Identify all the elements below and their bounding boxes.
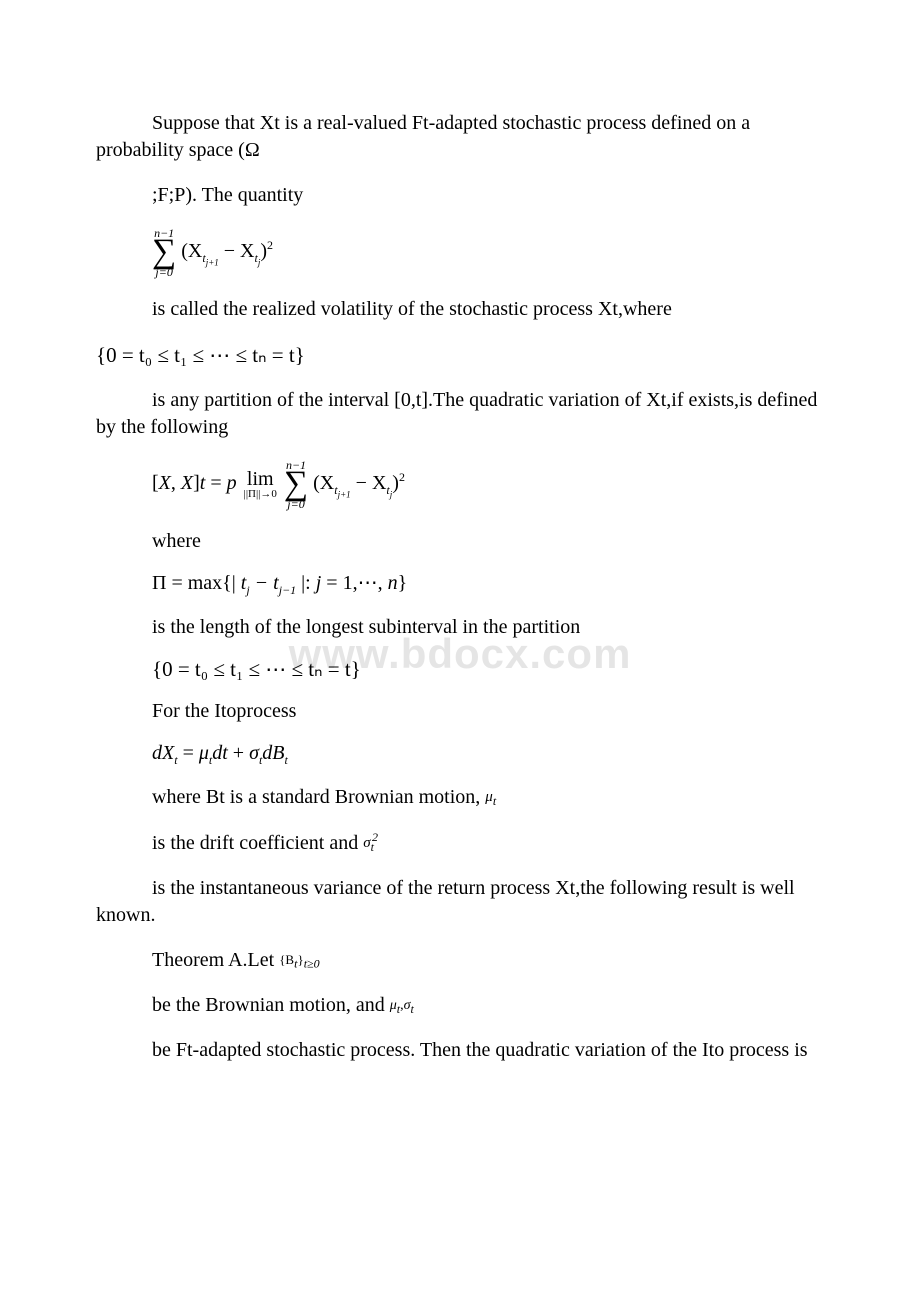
summation-2: n−1 ∑ j=0: [284, 459, 308, 510]
f3-mid: − t: [250, 572, 279, 594]
paragraph-12: be the Brownian motion, and μt,σt: [96, 992, 824, 1019]
paragraph-13: be Ft-adapted stochastic process. Then t…: [96, 1037, 824, 1064]
sum-lower: j=0: [155, 266, 172, 278]
p12-sigma: σ: [404, 998, 411, 1013]
p11-text: Theorem A.Let: [152, 949, 279, 971]
paragraph-9: is the drift coefficient and σt2: [96, 829, 824, 857]
formula-2: [X, X]t = p lim ||Π||→0 n−1 ∑ j=0 (Xtj+1…: [152, 459, 824, 510]
f4-mu: μ: [199, 742, 209, 764]
p9-sup: 2: [372, 830, 378, 844]
omega-symbol: Ω: [245, 139, 260, 161]
f1-exp: 2: [267, 238, 273, 252]
f2-mid: − X: [351, 472, 387, 494]
f4-dB: dB: [262, 742, 284, 764]
paragraph-10: is the instantaneous variance of the ret…: [96, 875, 824, 929]
p8-mu: μ: [485, 789, 493, 805]
f4-t4: t: [285, 753, 288, 767]
formula-4: dXt = μtdt + σtdBt: [152, 743, 824, 766]
paragraph-7: For the Itoprocess: [96, 698, 824, 725]
paragraph-5: where: [96, 528, 824, 555]
sigma-symbol: ∑: [152, 237, 176, 268]
f1-open: (X: [181, 240, 202, 262]
partition-set-2: {0 = t₀ ≤ t₁ ≤ ⋯ ≤ tₙ = t}: [152, 659, 824, 680]
f3-part: Π = max{| t: [152, 572, 246, 594]
formula-3: Π = max{| tj − tj−1 |: j = 1,⋯, n}: [152, 573, 824, 596]
p9-sigma: σ: [363, 835, 370, 851]
sigma-sq-inline: σt2: [363, 835, 378, 851]
f1-sub1: tj+1: [202, 251, 218, 265]
p12-sigmasub: t: [411, 1001, 414, 1015]
limit: lim ||Π||→0: [244, 469, 277, 500]
formula-1: n−1 ∑ j=0 (Xtj+1 − Xtj)2: [152, 227, 824, 278]
paragraph-8: where Bt is a standard Brownian motion, …: [96, 784, 824, 811]
f4-dt: dt: [212, 742, 228, 764]
paragraph-3: is called the realized volatility of the…: [96, 296, 824, 323]
partition-set-1: {0 = t₀ ≤ t₁ ≤ ⋯ ≤ tₙ = t}: [96, 341, 824, 369]
f2-lhs: [X, X]t = p: [152, 472, 242, 494]
paragraph-2: ;F;P). The quantity: [96, 182, 824, 209]
p8-text: where Bt is a standard Brownian motion,: [152, 786, 485, 808]
p12-text: be the Brownian motion, and: [152, 994, 390, 1016]
p1-text: Suppose that Xt is a real-valued Ft-adap…: [96, 112, 750, 161]
p8-sub: t: [493, 794, 496, 808]
mu-sigma-inline: μt,σt: [390, 998, 414, 1013]
f2-sub1: tj+1: [334, 483, 350, 497]
p12-mu: μ: [390, 998, 397, 1013]
f2-close: ): [392, 472, 399, 494]
p11-sub2: t≥0: [304, 956, 320, 970]
mu-t-inline: μt: [485, 789, 496, 805]
document-content: Suppose that Xt is a real-valued Ft-adap…: [96, 110, 824, 1064]
bt-set-inline: {Bt}t≥0: [279, 952, 319, 967]
f1-sub1i: j+1: [206, 257, 219, 267]
lim-label: lim: [247, 469, 274, 489]
lim-sub: ||Π||→0: [244, 489, 277, 500]
paragraph-4: is any partition of the interval [0,t].T…: [96, 387, 824, 441]
paragraph-1: Suppose that Xt is a real-valued Ft-adap…: [96, 110, 824, 164]
sigma2-symbol: ∑: [284, 469, 308, 500]
f4-sigma: σ: [249, 742, 259, 764]
paragraph-6: is the length of the longest subinterval…: [96, 614, 824, 641]
sum2-lower: j=0: [287, 498, 304, 510]
p9-text: is the drift coefficient and: [152, 832, 363, 854]
f2-sub1i: j+1: [338, 489, 351, 499]
paragraph-11: Theorem A.Let {Bt}t≥0: [96, 947, 824, 974]
f2-exp: 2: [399, 470, 405, 484]
f4-eq: =: [178, 742, 199, 764]
f3-rhs: |: j = 1,⋯, n}: [296, 572, 407, 594]
f3-subj1: j−1: [279, 583, 296, 597]
summation-1: n−1 ∑ j=0: [152, 227, 176, 278]
f4-plus: +: [228, 742, 249, 764]
f4-dX: dX: [152, 742, 174, 764]
f1-mid: − X: [219, 240, 255, 262]
f2-open: (X: [313, 472, 334, 494]
p11-open: {B: [279, 952, 294, 967]
